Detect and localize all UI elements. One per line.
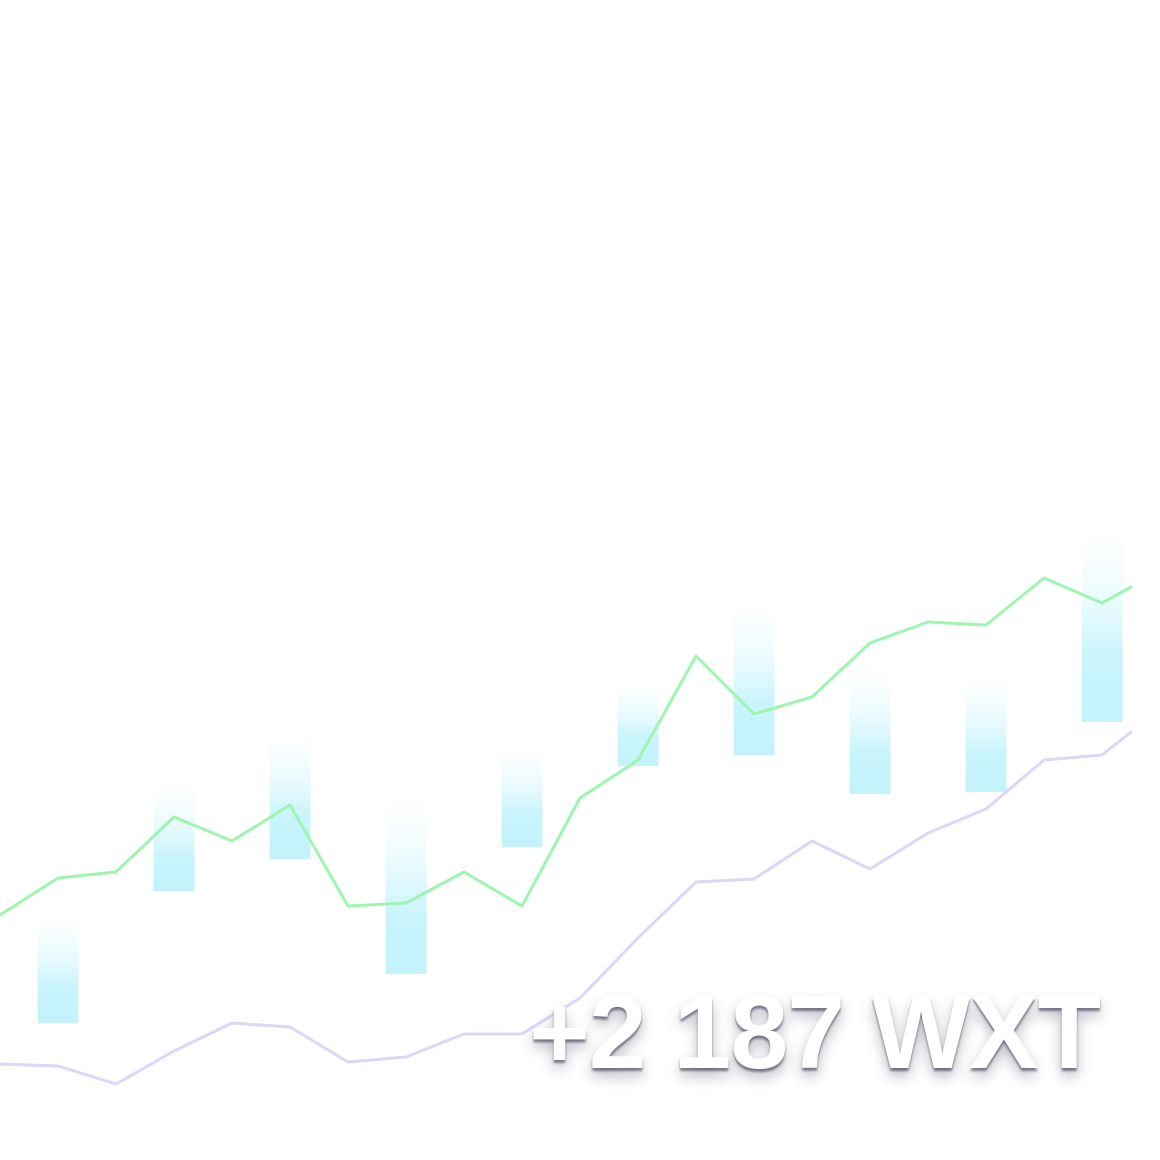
lines-layer bbox=[0, 576, 1133, 1086]
bar-6 bbox=[617, 670, 659, 766]
series-line-upper bbox=[0, 576, 1133, 917]
series-line-lower bbox=[0, 730, 1133, 1086]
bar-10 bbox=[1081, 505, 1123, 722]
bars-layer bbox=[37, 505, 1123, 1023]
bar-4 bbox=[385, 775, 427, 974]
bar-1 bbox=[37, 900, 79, 1023]
bar-8 bbox=[849, 655, 891, 794]
bar-5 bbox=[501, 735, 543, 847]
bar-3 bbox=[269, 715, 311, 859]
headline-value: +2 187 WXT bbox=[529, 975, 1101, 1091]
bar-9 bbox=[965, 660, 1007, 792]
bar-7 bbox=[733, 585, 775, 755]
